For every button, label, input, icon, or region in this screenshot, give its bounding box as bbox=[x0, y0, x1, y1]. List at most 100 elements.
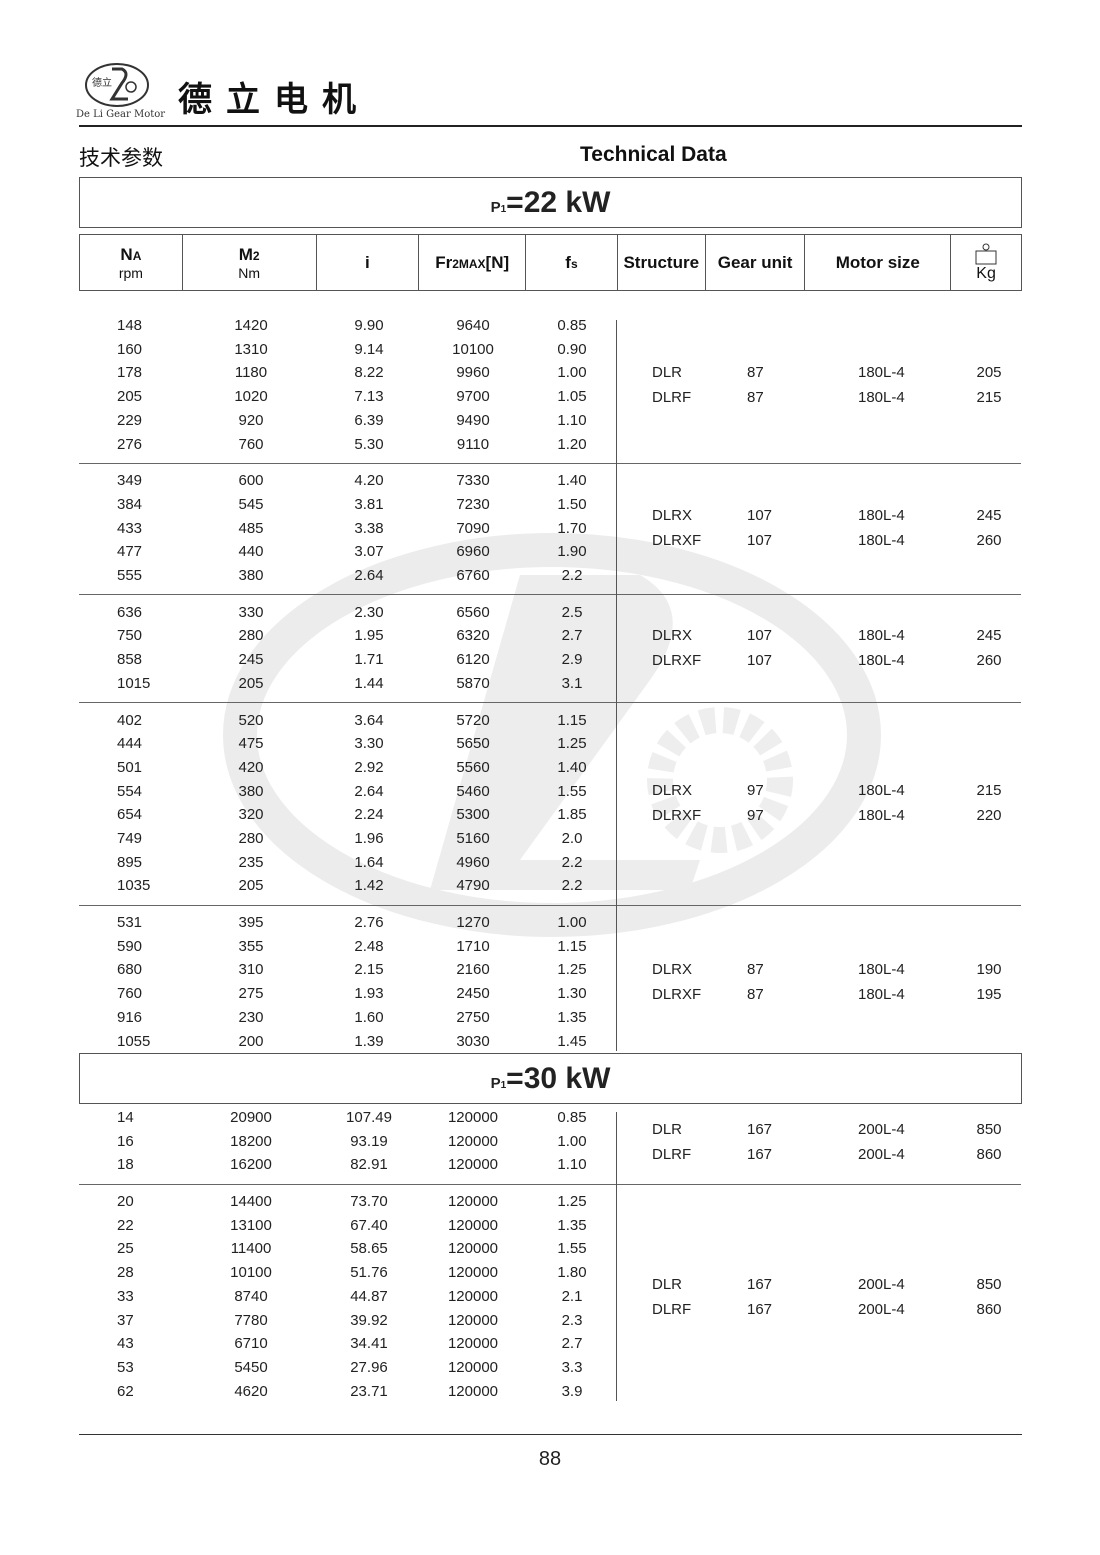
na-cell: 858 bbox=[117, 651, 143, 669]
page-title-cn: 技术参数 bbox=[79, 147, 163, 170]
table-row: 477 440 3.07 6960 1.90 bbox=[79, 540, 616, 564]
motor-size-cell: 180L-4 bbox=[858, 807, 905, 825]
fs-cell: 1.20 bbox=[557, 435, 587, 453]
structure-cell: DLRXF bbox=[652, 986, 702, 1004]
na-cell: 444 bbox=[117, 735, 143, 753]
m2-cell: 10100 bbox=[230, 1264, 272, 1282]
structure-cell: DLRX bbox=[652, 961, 693, 979]
fr2max-cell: 120000 bbox=[447, 1193, 499, 1211]
na-cell: 1055 bbox=[117, 1032, 151, 1050]
na-cell: 43 bbox=[117, 1335, 134, 1353]
gear-unit-cell: 87 bbox=[747, 986, 764, 1004]
fr2max-cell: 120000 bbox=[447, 1382, 499, 1400]
i-cell: 1.95 bbox=[354, 627, 384, 645]
motor-size-cell: 180L-4 bbox=[858, 986, 905, 1004]
gear-unit-cell: 167 bbox=[747, 1145, 773, 1163]
table-row: 205 1020 7.13 9700 1.05 bbox=[79, 385, 616, 409]
na-cell: 22 bbox=[117, 1216, 134, 1234]
fr2max-cell: 9490 bbox=[456, 411, 490, 429]
na-cell: 178 bbox=[117, 364, 143, 382]
fr2max-cell: 120000 bbox=[447, 1311, 499, 1329]
table-row: 28 10100 51.76 120000 1.80 bbox=[79, 1261, 616, 1285]
table-row: 22 13100 67.40 120000 1.35 bbox=[79, 1214, 616, 1238]
m2-cell: 205 bbox=[238, 877, 264, 895]
fs-cell: 1.25 bbox=[557, 1193, 587, 1211]
table-row: 18 16200 82.91 120000 1.10 bbox=[79, 1153, 616, 1177]
fs-cell: 2.2 bbox=[561, 566, 583, 584]
na-cell: 20 bbox=[117, 1193, 134, 1211]
col-structure: Structure bbox=[618, 235, 706, 290]
na-cell: 18 bbox=[117, 1156, 134, 1174]
fr2max-cell: 10100 bbox=[452, 340, 494, 358]
na-cell: 916 bbox=[117, 1008, 143, 1026]
na-cell: 749 bbox=[117, 830, 143, 847]
gear-unit-cell: 167 bbox=[747, 1120, 773, 1138]
fr2max-cell: 6120 bbox=[456, 651, 490, 669]
i-cell: 3.81 bbox=[354, 495, 384, 513]
logo-icon: 德立 bbox=[85, 63, 149, 107]
na-cell: 160 bbox=[117, 340, 143, 358]
fs-cell: 0.85 bbox=[557, 1109, 587, 1126]
fs-cell: 1.50 bbox=[557, 495, 587, 513]
fs-cell: 1.15 bbox=[557, 711, 587, 729]
table-row: 749 280 1.96 5160 2.0 bbox=[79, 827, 616, 851]
fr2max-cell: 120000 bbox=[447, 1335, 499, 1353]
table-row: 178 1180 8.22 9960 1.00 bbox=[79, 361, 616, 385]
fr2max-cell: 120000 bbox=[447, 1216, 499, 1234]
i-cell: 9.14 bbox=[354, 340, 384, 358]
fr2max-cell: 4960 bbox=[456, 853, 490, 871]
m2-cell: 20900 bbox=[230, 1109, 272, 1126]
m2-cell: 485 bbox=[238, 519, 264, 537]
i-cell: 5.30 bbox=[354, 435, 384, 453]
fr2max-cell: 5460 bbox=[456, 782, 490, 800]
m2-cell: 8740 bbox=[234, 1287, 268, 1305]
fs-cell: 1.85 bbox=[557, 806, 587, 824]
m2-cell: 760 bbox=[238, 435, 264, 453]
gear-unit-cell: 107 bbox=[747, 532, 773, 550]
weight-cell: 260 bbox=[976, 652, 1002, 670]
fr2max-cell: 5300 bbox=[456, 806, 490, 824]
table-row: 20 14400 73.70 120000 1.25 bbox=[79, 1190, 616, 1214]
fr2max-cell: 120000 bbox=[447, 1109, 499, 1126]
m2-cell: 1310 bbox=[234, 340, 268, 358]
na-cell: 14 bbox=[117, 1109, 134, 1126]
i-cell: 1.64 bbox=[354, 853, 384, 871]
col-i: i bbox=[317, 235, 420, 290]
na-cell: 760 bbox=[117, 985, 143, 1003]
col-na: NA rpm bbox=[80, 235, 183, 290]
table-group: 531 395 2.76 1270 1.00 590 355 2.48 1710 1.15 680 3… bbox=[79, 904, 1021, 1060]
fr2max-cell: 6960 bbox=[456, 543, 490, 561]
weight-cell: 850 bbox=[976, 1120, 1002, 1138]
weight-cell: 850 bbox=[976, 1275, 1002, 1293]
i-cell: 1.44 bbox=[354, 674, 384, 692]
na-cell: 384 bbox=[117, 495, 143, 513]
structure-cell: DLRF bbox=[652, 1300, 692, 1318]
motor-size-cell: 200L-4 bbox=[858, 1300, 905, 1318]
structure-cell: DLR bbox=[652, 364, 683, 382]
column-divider bbox=[616, 702, 617, 905]
gear-unit-cell: 167 bbox=[747, 1300, 773, 1318]
fr2max-cell: 5160 bbox=[456, 830, 490, 847]
i-cell: 6.39 bbox=[354, 411, 384, 429]
fr2max-cell: 4790 bbox=[456, 877, 490, 895]
power-sub: 1 bbox=[500, 204, 507, 215]
page-number: 88 bbox=[538, 1448, 562, 1470]
i-cell: 67.40 bbox=[350, 1216, 388, 1234]
m2-cell: 395 bbox=[238, 914, 264, 932]
fs-cell: 1.35 bbox=[557, 1216, 587, 1234]
fs-cell: 2.7 bbox=[561, 627, 583, 645]
fr2max-cell: 5650 bbox=[456, 735, 490, 753]
gear-unit-cell: 107 bbox=[747, 652, 773, 670]
gear-unit-cell: 107 bbox=[747, 507, 773, 525]
table-row: 433 485 3.38 7090 1.70 bbox=[79, 517, 616, 541]
motor-size-cell: 180L-4 bbox=[858, 782, 905, 800]
table-group: 402 520 3.64 5720 1.15 444 475 3.30 5650 1.25 501 4… bbox=[79, 702, 1021, 906]
i-cell: 2.92 bbox=[354, 758, 384, 776]
table-group: 349 600 4.20 7330 1.40 384 545 3.81 7230 1.50 433 4… bbox=[79, 462, 1021, 596]
fr2max-cell: 120000 bbox=[447, 1287, 499, 1305]
table-row: 1055 200 1.39 3030 1.45 bbox=[79, 1030, 616, 1054]
i-cell: 3.64 bbox=[354, 711, 384, 729]
fs-cell: 1.00 bbox=[557, 1132, 587, 1150]
m2-cell: 355 bbox=[238, 937, 264, 955]
fs-cell: 1.45 bbox=[557, 1032, 587, 1050]
